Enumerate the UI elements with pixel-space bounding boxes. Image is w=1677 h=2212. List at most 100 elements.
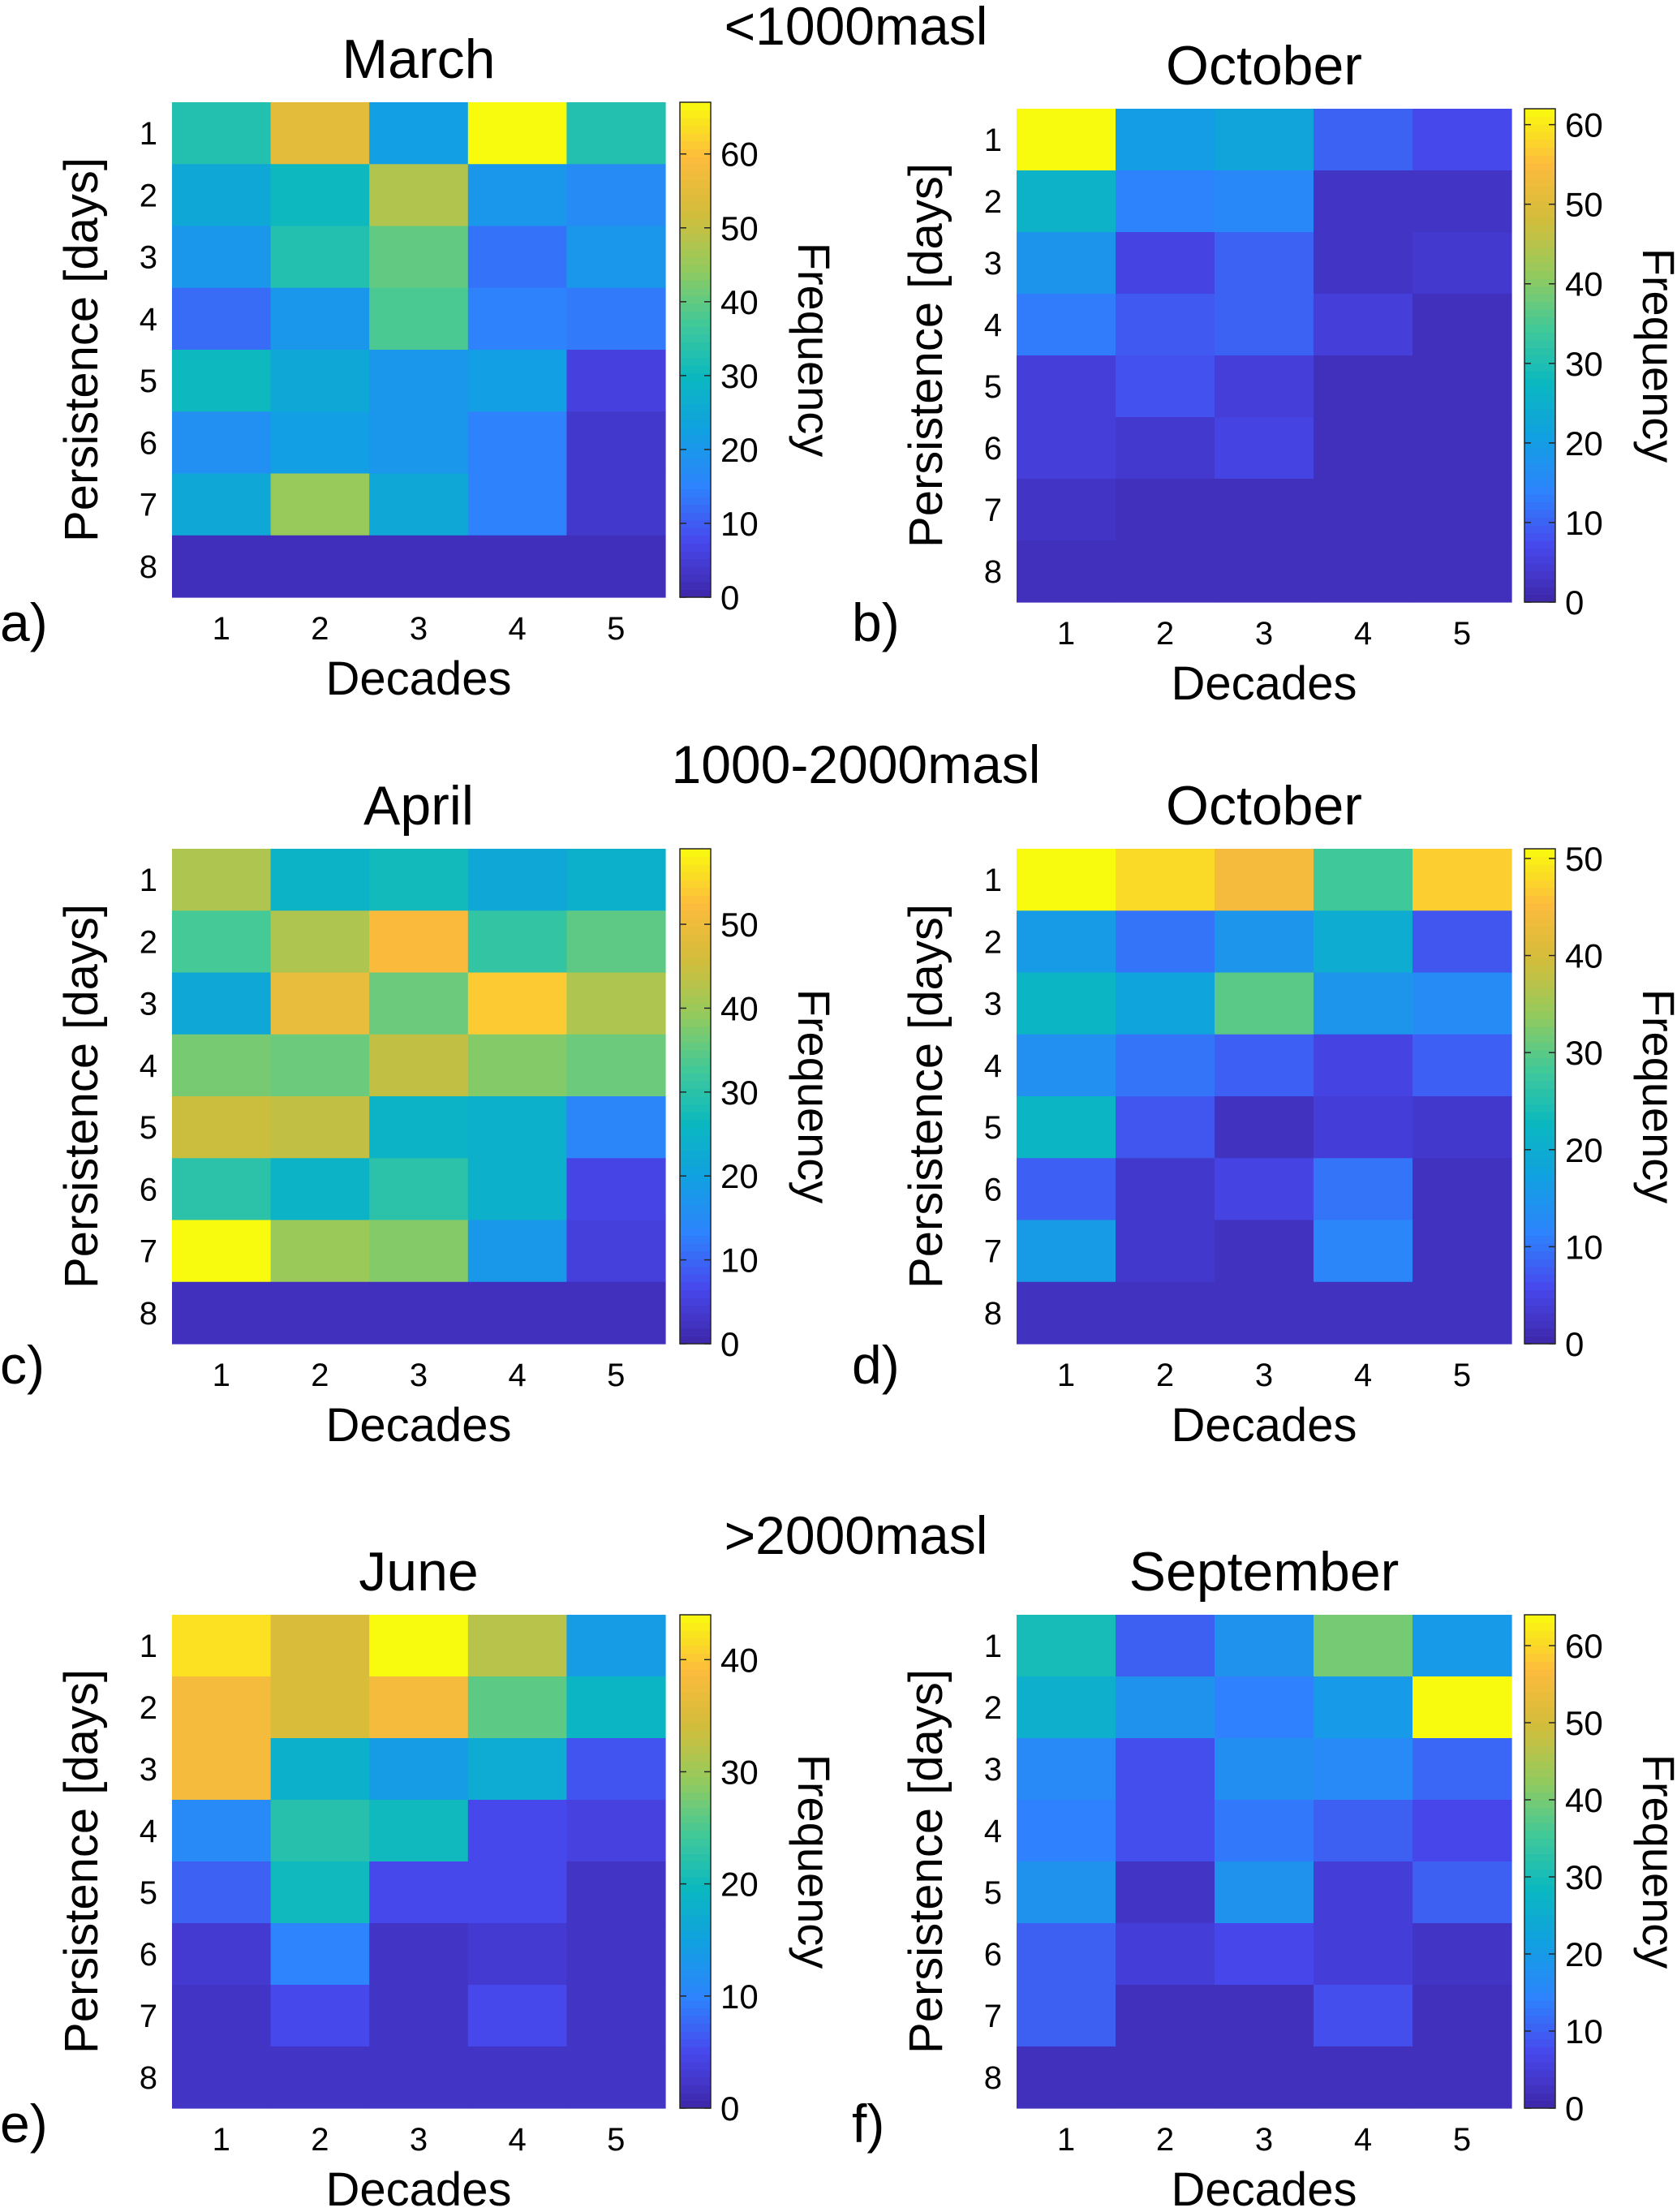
colorbar-segment: [680, 1065, 711, 1074]
colorbar-segment: [680, 1018, 711, 1027]
heatmap-cell: [1017, 849, 1116, 911]
colorbar-segment: [680, 535, 711, 544]
heatmap-cell: [1116, 540, 1215, 603]
colorbar-segment: [1524, 463, 1555, 472]
heatmap-cell: [1116, 1738, 1215, 1801]
colorbar-segment: [680, 1630, 711, 1639]
heatmap-cell: [467, 1615, 567, 1677]
colorbar-segment: [1524, 409, 1555, 418]
colorbar-segment: [680, 1877, 711, 1886]
panel-title: October: [1166, 35, 1362, 97]
heatmap-cell: [172, 1096, 272, 1159]
colorbar-tick-label: 30: [720, 1753, 759, 1791]
heatmap-cell: [369, 535, 469, 598]
heatmap-cell: [1116, 849, 1215, 911]
colorbar-segment: [680, 1646, 711, 1655]
y-tick-label: 1: [140, 116, 157, 152]
colorbar-segment: [680, 488, 711, 497]
heatmap-cell: [1215, 540, 1314, 603]
heatmap-cell: [172, 972, 272, 1035]
heatmap-cell: [1314, 972, 1413, 1035]
colorbar-segment: [1524, 571, 1555, 580]
heatmap-cell: [1116, 910, 1215, 974]
colorbar-segment: [680, 1049, 711, 1058]
heatmap-cell: [566, 1800, 666, 1862]
colorbar-segment: [680, 2062, 711, 2071]
colorbar-segment: [1524, 1637, 1555, 1646]
colorbar-segment: [680, 512, 711, 521]
colorbar-segment: [1524, 278, 1555, 287]
colorbar-segment: [680, 543, 711, 552]
colorbar-segment: [1524, 988, 1555, 996]
colorbar-segment: [680, 171, 711, 180]
heatmap-cell: [270, 350, 370, 412]
colorbar-segment: [1524, 1961, 1555, 1970]
heatmap-cell: [1116, 479, 1215, 541]
heatmap-cell: [1017, 109, 1116, 171]
group-title-high: >2000masl: [725, 1505, 988, 1565]
heatmap-cell: [1314, 1158, 1413, 1221]
heatmap-cell: [1215, 355, 1314, 418]
colorbar-segment: [680, 1243, 711, 1252]
colorbar-segment: [1524, 1211, 1555, 1221]
colorbar-segment: [680, 871, 711, 880]
colorbar-segment: [1524, 2077, 1555, 2086]
colorbar-segment: [1524, 871, 1555, 880]
colorbar-segment: [680, 566, 711, 575]
colorbar-segment: [1524, 1196, 1555, 1206]
colorbar-tick-label: 20: [720, 431, 759, 469]
y-tick-label: 2: [140, 178, 157, 213]
panel-title: October: [1166, 775, 1362, 837]
colorbar-segment: [680, 234, 711, 243]
heatmap-cell: [1215, 1923, 1314, 1986]
heatmap-cell: [1314, 417, 1413, 480]
colorbar-segment: [680, 902, 711, 911]
colorbar-segment: [680, 1869, 711, 1878]
colorbar-segment: [680, 1985, 711, 1994]
colorbar-segment: [680, 895, 711, 904]
colorbar-segment: [680, 504, 711, 513]
colorbar-tick-label: 20: [720, 1866, 759, 1904]
colorbar-tick-label: 10: [1565, 1228, 1603, 1266]
y-tick-label: 8: [140, 549, 157, 585]
colorbar-segment: [680, 2031, 711, 2040]
heatmap-cell: [369, 1615, 469, 1677]
y-tick-label: 2: [984, 1690, 1002, 1726]
colorbar-segment: [680, 949, 711, 958]
heatmap-cell: [1413, 1738, 1512, 1801]
colorbar-segment: [680, 1946, 711, 1955]
colorbar-segment: [1524, 147, 1555, 156]
y-tick-label: 1: [140, 1629, 157, 1664]
colorbar-segment: [1524, 1761, 1555, 1770]
heatmap-cell: [1314, 294, 1413, 356]
heatmap-cell: [270, 1158, 370, 1221]
y-tick-label: 8: [984, 1296, 1002, 1332]
panel-letter: a): [0, 592, 48, 652]
colorbar-segment: [1524, 1336, 1555, 1345]
heatmap-cell: [369, 164, 469, 227]
colorbar-segment: [1524, 957, 1555, 966]
colorbar-segment: [1524, 1823, 1555, 1831]
colorbar-segment: [680, 1800, 711, 1809]
colorbar-tick-label: 30: [1565, 345, 1603, 383]
colorbar-segment: [680, 434, 711, 443]
colorbar-tick-label: 10: [720, 1242, 759, 1280]
colorbar-segment: [1524, 340, 1555, 349]
x-tick-label: 2: [311, 611, 329, 647]
colorbar-segment: [1524, 424, 1555, 433]
heatmap-cell: [566, 350, 666, 412]
colorbar-segment: [1524, 325, 1555, 334]
colorbar-tick-label: 40: [720, 283, 759, 321]
colorbar-segment: [1524, 1869, 1555, 1878]
panel-title: September: [1129, 1541, 1400, 1603]
y-tick-label: 4: [140, 1048, 157, 1084]
heatmap-cell: [172, 849, 272, 911]
colorbar-segment: [680, 1204, 711, 1213]
colorbar-segment: [680, 419, 711, 428]
colorbar-segment: [680, 1305, 711, 1314]
colorbar-label: Frequency: [1633, 1754, 1677, 1969]
colorbar-segment: [680, 1622, 711, 1631]
colorbar-segment: [1524, 1622, 1555, 1631]
colorbar-segment: [680, 527, 711, 536]
colorbar-segment: [1524, 1985, 1555, 1994]
